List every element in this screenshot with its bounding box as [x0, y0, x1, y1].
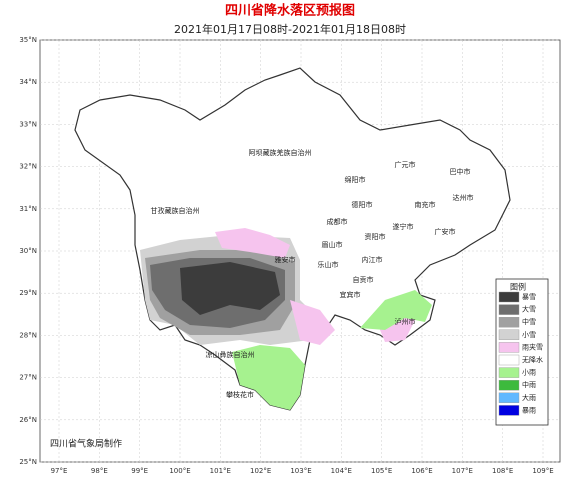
light-rain-area [232, 345, 305, 410]
region-label: 巴中市 [450, 167, 471, 176]
light-rain-area [360, 290, 432, 330]
lon-label: 104°E [331, 467, 352, 475]
legend-label: 无降水 [522, 355, 543, 364]
lon-label: 103°E [290, 467, 311, 475]
lon-label: 109°E [532, 467, 553, 475]
title: 四川省降水落区预报图 [225, 3, 355, 19]
lon-label: 107°E [452, 467, 473, 475]
lat-label: 28°N [19, 331, 37, 339]
lat-label: 31°N [19, 205, 37, 213]
legend-swatch [498, 342, 520, 353]
lon-label: 108°E [492, 467, 513, 475]
lat-label: 29°N [19, 289, 37, 297]
region-label: 凉山彝族自治州 [206, 350, 255, 359]
region-label: 遂宁市 [393, 222, 414, 231]
lat-label: 30°N [19, 247, 37, 255]
legend-label: 雨夹雪 [522, 342, 543, 351]
region-label: 南充市 [415, 200, 436, 209]
region-label: 广安市 [435, 227, 456, 236]
lat-label: 27°N [19, 374, 37, 382]
legend-title: 图例 [510, 282, 526, 292]
region-label: 雅安市 [275, 255, 296, 264]
region-label: 阿坝藏族羌族自治州 [249, 148, 312, 157]
lon-label: 100°E [169, 467, 190, 475]
lon-label: 105°E [371, 467, 392, 475]
lon-label: 102°E [250, 467, 271, 475]
region-label: 自贡市 [353, 275, 374, 284]
legend-swatch [498, 329, 520, 340]
legend-label: 暴雨 [522, 406, 536, 414]
legend-label: 中雨 [522, 380, 536, 389]
legend-swatch [498, 367, 520, 378]
legend-swatch [498, 304, 520, 315]
region-label: 泸州市 [395, 317, 416, 326]
legend-label: 中雪 [522, 317, 536, 326]
lon-label: 98°E [91, 467, 108, 475]
region-label: 成都市 [327, 217, 348, 226]
region-label: 内江市 [362, 255, 383, 264]
subtitle: 2021年01月17日08时-2021年01月18日08时 [174, 22, 406, 36]
legend-swatch [498, 291, 520, 303]
lat-label: 33°N [19, 120, 37, 128]
legend-label: 小雪 [522, 330, 536, 339]
blizzard-area [180, 262, 280, 315]
legend-swatch [498, 405, 520, 416]
region-label: 德阳市 [352, 200, 373, 209]
region-label: 乐山市 [318, 260, 339, 269]
legend-label: 小雨 [522, 368, 536, 377]
region-label: 绵阳市 [345, 175, 366, 184]
lat-label: 25°N [19, 458, 37, 466]
lon-label: 106°E [411, 467, 432, 475]
credit: 四川省气象局制作 [50, 438, 122, 450]
sleet-area [290, 300, 335, 345]
region-label: 眉山市 [322, 240, 343, 249]
region-label: 资阳市 [365, 232, 386, 241]
lat-label: 35°N [19, 36, 37, 44]
legend-label: 大雨 [522, 393, 536, 402]
legend-label: 大雪 [522, 305, 536, 314]
region-label: 宜宾市 [340, 290, 361, 299]
lon-label: 101°E [210, 467, 231, 475]
legend-swatch [498, 354, 520, 366]
region-label: 甘孜藏族自治州 [151, 206, 200, 215]
region-label: 广元市 [395, 160, 416, 169]
lat-label: 26°N [19, 416, 37, 424]
legend-label: 暴雪 [522, 293, 536, 301]
region-label: 攀枝花市 [226, 390, 254, 399]
lon-label: 97°E [51, 467, 68, 475]
legend-swatch [498, 380, 520, 391]
lat-label: 32°N [19, 163, 37, 171]
sleet-area [215, 228, 290, 258]
region-label: 达州市 [453, 193, 474, 202]
lon-label: 99°E [131, 467, 148, 475]
lat-label: 34°N [19, 78, 37, 86]
legend-swatch [498, 317, 520, 328]
legend-swatch [498, 392, 520, 403]
